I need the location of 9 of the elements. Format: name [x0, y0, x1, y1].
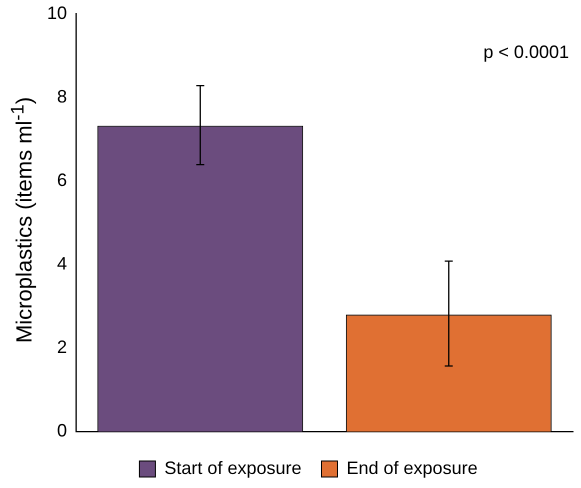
y-tick-label: 10 — [46, 2, 68, 23]
legend-label: Start of exposure — [164, 458, 302, 478]
annotation: p < 0.0001 — [483, 42, 569, 62]
y-tick-label: 4 — [57, 253, 68, 274]
y-tick-label: 8 — [57, 86, 68, 106]
y-tick-label: 0 — [57, 420, 68, 441]
legend-label: End of exposure — [346, 458, 478, 478]
y-tick-label: 2 — [57, 337, 68, 358]
y-tick-label: 6 — [57, 170, 68, 190]
